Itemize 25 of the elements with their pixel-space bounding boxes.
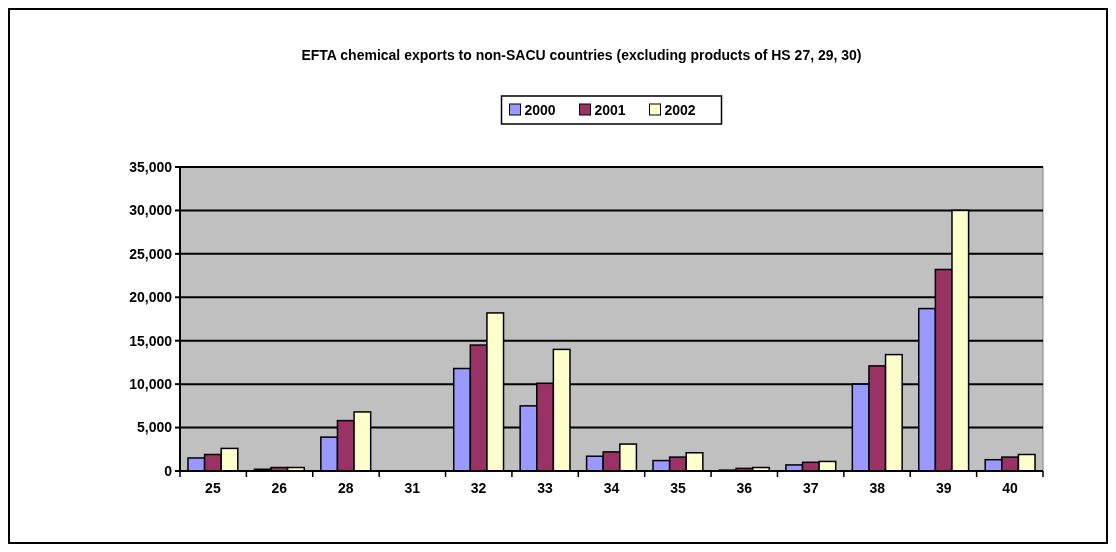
x-tick-label: 35 [670,480,686,496]
y-tick-label: 20,000 [129,289,173,306]
y-tick-label: 15,000 [129,332,173,349]
x-tick-label: 28 [337,480,354,496]
legend-label: 2002 [664,102,696,118]
legend-label: 2000 [524,102,556,118]
x-tick-label: 39 [935,480,952,496]
y-tick-label: 30,000 [129,202,173,219]
chart-title: EFTA chemical exports to non-SACU countries (excluding products of HS 27, 29, 30) [301,47,862,63]
x-tick-label: 38 [869,480,886,496]
y-tick-label: 0 [164,462,173,479]
y-tick-label: 5,000 [136,419,173,436]
x-tick-label: 33 [537,480,554,496]
y-tick-label: 35,000 [129,158,173,175]
y-tick-label: 10,000 [129,376,173,393]
x-tick-label: 25 [205,480,221,496]
x-tick-label: 36 [736,480,753,496]
legend-label: 2001 [594,102,626,118]
y-tick-label: 25,000 [129,245,173,262]
x-tick-label: 26 [271,480,288,496]
x-tick-label: 37 [803,480,819,496]
x-tick-label: 34 [603,480,620,496]
x-tick-label: 32 [470,480,487,496]
x-tick-label: 40 [1002,480,1019,496]
x-tick-label: 31 [404,480,421,496]
